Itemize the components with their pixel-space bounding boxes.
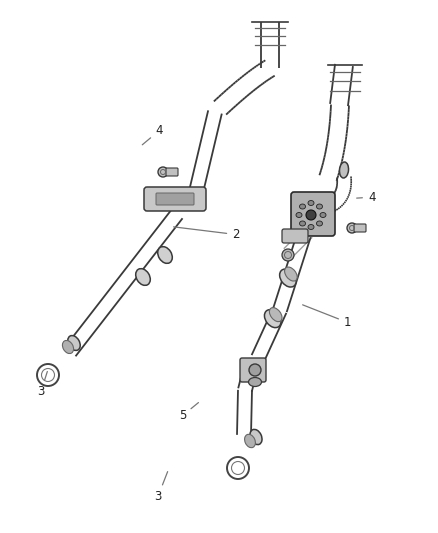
Text: 3: 3 bbox=[154, 472, 168, 503]
Ellipse shape bbox=[300, 221, 306, 226]
Ellipse shape bbox=[248, 377, 261, 386]
FancyBboxPatch shape bbox=[354, 224, 366, 232]
Ellipse shape bbox=[306, 210, 316, 220]
Text: 4: 4 bbox=[357, 191, 375, 204]
Ellipse shape bbox=[296, 213, 302, 217]
Text: 5: 5 bbox=[179, 402, 198, 422]
Ellipse shape bbox=[265, 310, 281, 328]
FancyBboxPatch shape bbox=[166, 168, 178, 176]
Ellipse shape bbox=[282, 249, 294, 261]
Ellipse shape bbox=[279, 269, 296, 287]
Ellipse shape bbox=[136, 269, 150, 285]
FancyBboxPatch shape bbox=[240, 358, 266, 382]
Ellipse shape bbox=[244, 434, 255, 448]
FancyBboxPatch shape bbox=[282, 229, 308, 243]
Ellipse shape bbox=[285, 267, 297, 281]
Ellipse shape bbox=[339, 162, 349, 178]
FancyBboxPatch shape bbox=[144, 187, 206, 211]
Ellipse shape bbox=[269, 308, 282, 321]
Ellipse shape bbox=[317, 221, 322, 226]
FancyBboxPatch shape bbox=[291, 192, 335, 236]
Ellipse shape bbox=[68, 336, 80, 351]
Text: 4: 4 bbox=[142, 124, 163, 145]
Ellipse shape bbox=[300, 204, 306, 209]
Text: 2: 2 bbox=[173, 227, 240, 241]
Text: 3: 3 bbox=[37, 372, 47, 398]
Ellipse shape bbox=[158, 167, 168, 177]
Ellipse shape bbox=[249, 364, 261, 376]
Text: 1: 1 bbox=[303, 305, 351, 329]
Ellipse shape bbox=[320, 213, 326, 217]
Ellipse shape bbox=[347, 223, 357, 233]
Ellipse shape bbox=[63, 341, 74, 353]
Ellipse shape bbox=[308, 200, 314, 206]
FancyBboxPatch shape bbox=[156, 193, 194, 205]
Ellipse shape bbox=[250, 430, 262, 445]
Ellipse shape bbox=[158, 247, 172, 263]
Ellipse shape bbox=[317, 204, 322, 209]
Ellipse shape bbox=[308, 224, 314, 230]
